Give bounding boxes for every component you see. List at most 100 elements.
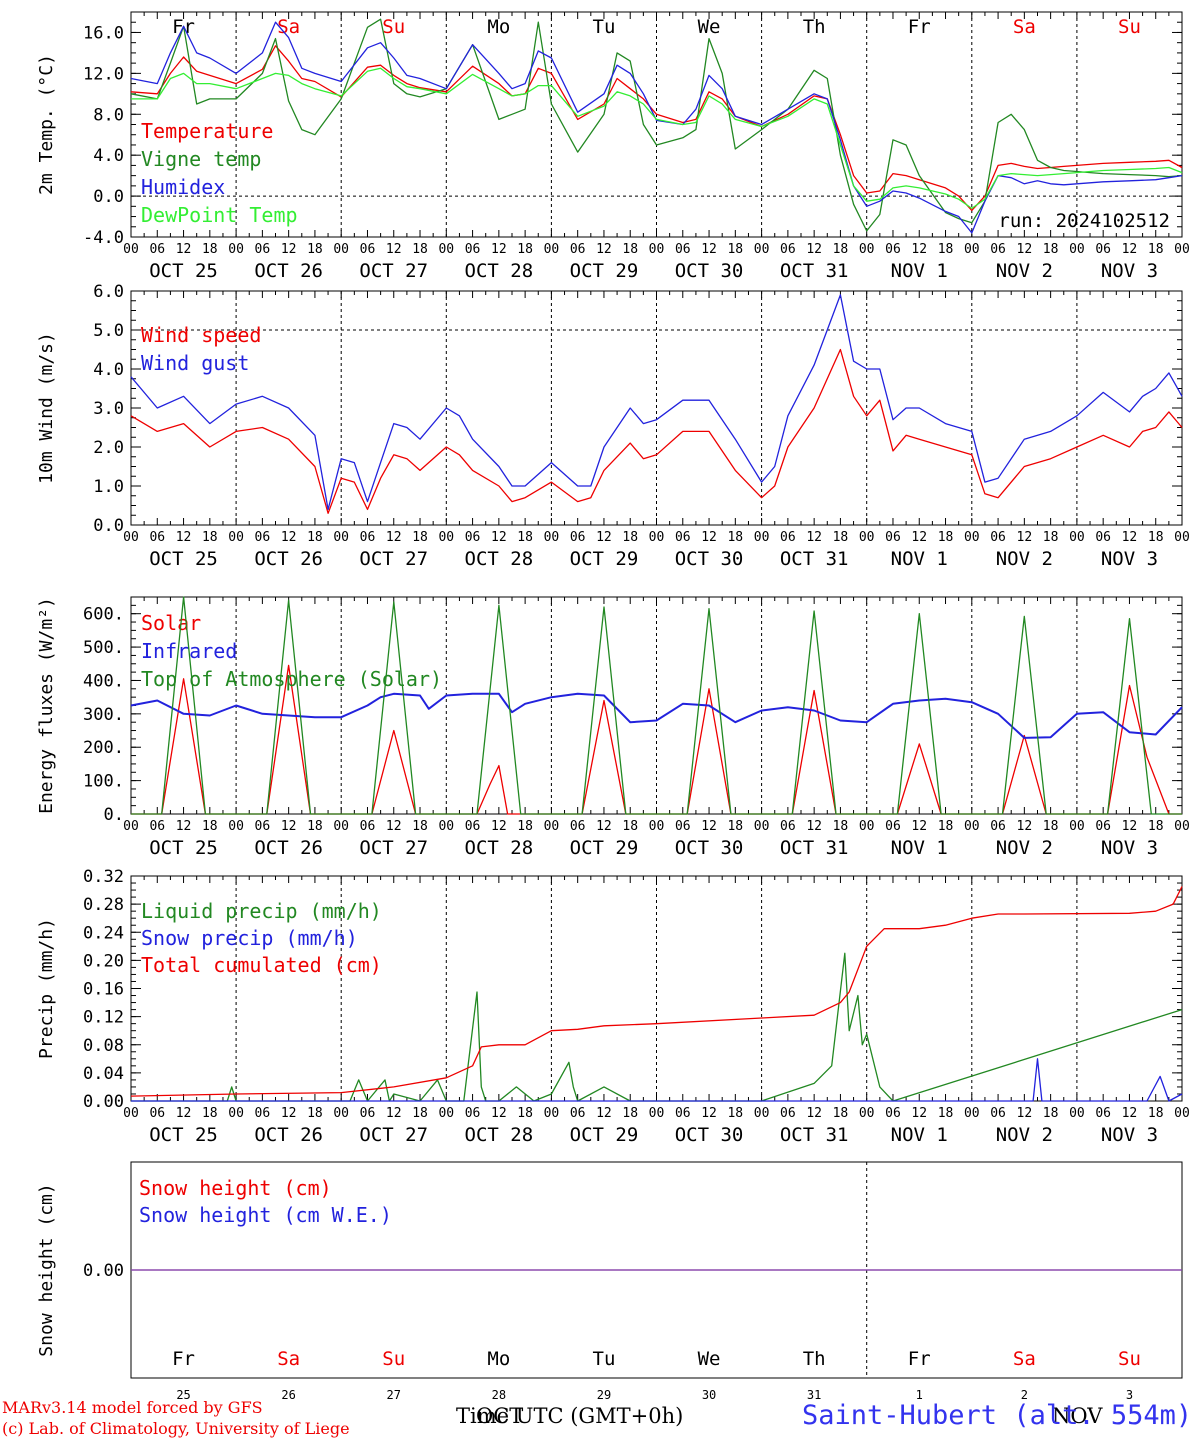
energy-hour-label: 06	[1095, 819, 1111, 834]
wind-hour-label: 00	[1069, 530, 1085, 545]
snow-legend-snow-height-cm-w-e-: Snow height (cm W.E.)	[139, 1203, 392, 1227]
wind-hour-label: 18	[1148, 530, 1164, 545]
energy-hour-label: 18	[1043, 819, 1059, 834]
lab-credit: (c) Lab. of Climatology, University of L…	[2, 1419, 350, 1438]
precip-hour-label: 18	[938, 1106, 954, 1121]
temp-hour-label: 06	[570, 242, 586, 257]
energy-hour-label: 12	[1122, 819, 1138, 834]
temp-legend-humidex: Humidex	[141, 175, 225, 199]
temp-series-humidex	[130, 21, 1183, 234]
temp-hour-label: 12	[701, 242, 717, 257]
wind-series-wind-speed	[130, 348, 1183, 514]
precip-date-label: NOV 3	[1101, 1124, 1158, 1146]
energy-hour-label: 06	[255, 819, 271, 834]
precip-hour-label: 06	[465, 1106, 481, 1121]
precip-y-axis-label: Precip (mm/h)	[36, 918, 57, 1059]
precip-hour-label: 00	[964, 1106, 980, 1121]
precip-hour-label: 06	[255, 1106, 271, 1121]
precip-series-liquid-precip-mm-h-	[131, 952, 1183, 1102]
precip-date-label: OCT 30	[675, 1124, 744, 1146]
precip-hour-label: 12	[701, 1106, 717, 1121]
precip-hour-label: 06	[675, 1106, 691, 1121]
temp-hour-label: 00	[649, 242, 665, 257]
wind-hour-label: 18	[622, 530, 638, 545]
temp-hour-label: 18	[307, 242, 323, 257]
energy-hour-label: 06	[570, 819, 586, 834]
precip-hour-label: 12	[386, 1106, 402, 1121]
wind-hour-label: 00	[754, 530, 770, 545]
energy-hour-label: 06	[149, 819, 165, 834]
precip-legend-total-cumulated-cm-: Total cumulated (cm)	[141, 953, 382, 977]
temp-legend-temperature: Temperature	[141, 119, 273, 143]
weekday-label: Sa	[277, 16, 300, 38]
precip-hour-label: 12	[281, 1106, 297, 1121]
energy-hour-label: 18	[1148, 819, 1164, 834]
temp-hour-label: 06	[780, 242, 796, 257]
wind-hour-label: 00	[438, 530, 454, 545]
temp-series-temperature	[130, 45, 1183, 212]
precip-hour-label: 00	[123, 1106, 139, 1121]
precip-hour-label: 06	[780, 1106, 796, 1121]
bottom-day-number: 28	[492, 1388, 506, 1402]
wind-legend-wind-gust: Wind gust	[141, 351, 249, 375]
bottom-day-number: 29	[597, 1388, 611, 1402]
energy-hour-label: 12	[701, 819, 717, 834]
temp-y-axis-label: 2m Temp. (°C)	[36, 54, 57, 195]
wind-hour-label: 06	[360, 530, 376, 545]
wind-hour-label: 12	[911, 530, 927, 545]
wind-hour-label-end: 00	[1174, 530, 1190, 545]
precip-hour-label: 12	[596, 1106, 612, 1121]
precip-date-label: NOV 1	[891, 1124, 948, 1146]
temp-date-label: NOV 2	[996, 260, 1053, 282]
energy-legend-solar: Solar	[141, 611, 201, 635]
weekday-label: Su	[1118, 16, 1141, 38]
energy-legend-top-of-atmosphere-solar-: Top of Atmosphere (Solar)	[141, 667, 442, 691]
wind-hour-label: 06	[149, 530, 165, 545]
precip-y-tick-label: 0.04	[83, 1064, 124, 1084]
temp-date-label: OCT 30	[675, 260, 744, 282]
precip-hour-label-end: 00	[1174, 1106, 1190, 1121]
energy-hour-label: 00	[438, 819, 454, 834]
precip-series-snow-precip-mm-h-	[131, 1058, 1183, 1102]
energy-hour-label: 00	[649, 819, 665, 834]
temp-date-label: OCT 28	[465, 260, 534, 282]
wind-y-tick-label: 3.0	[93, 399, 124, 419]
wind-date-label: NOV 3	[1101, 548, 1158, 570]
weekday-label: We	[698, 16, 721, 38]
energy-hour-label: 06	[885, 819, 901, 834]
wind-y-tick-label: 1.0	[93, 477, 124, 497]
wind-hour-label: 06	[1095, 530, 1111, 545]
temp-hour-label: 12	[1017, 242, 1033, 257]
wind-hour-label: 12	[1017, 530, 1033, 545]
bottom-weekday-label: Fr	[172, 1348, 195, 1370]
temp-date-label: OCT 25	[149, 260, 218, 282]
temp-hour-label: 06	[255, 242, 271, 257]
wind-hour-label: 00	[964, 530, 980, 545]
wind-date-label: OCT 30	[675, 548, 744, 570]
wind-y-axis-label: 10m Wind (m/s)	[36, 332, 57, 484]
energy-hour-label: 00	[228, 819, 244, 834]
wind-y-tick-label: 4.0	[93, 360, 124, 380]
weekday-label: Su	[382, 16, 405, 38]
bottom-day-number: 30	[702, 1388, 716, 1402]
precip-hour-label: 00	[649, 1106, 665, 1121]
precip-hour-label: 06	[1095, 1106, 1111, 1121]
wind-hour-label: 12	[1122, 530, 1138, 545]
precip-hour-label: 18	[517, 1106, 533, 1121]
wind-hour-label: 18	[1043, 530, 1059, 545]
energy-series-infrared	[130, 692, 1183, 739]
energy-hour-label: 00	[859, 819, 875, 834]
precip-y-tick-label: 0.08	[83, 1036, 124, 1056]
bottom-day-number: 27	[387, 1388, 401, 1402]
energy-hour-label: 12	[281, 819, 297, 834]
energy-hour-label: 18	[833, 819, 849, 834]
energy-y-tick-label: 300.	[83, 705, 124, 725]
wind-hour-label: 18	[833, 530, 849, 545]
energy-hour-label: 00	[123, 819, 139, 834]
bottom-weekday-label: Mo	[487, 1348, 510, 1370]
temp-hour-label: 00	[438, 242, 454, 257]
precip-hour-label: 18	[307, 1106, 323, 1121]
precip-hour-label: 18	[727, 1106, 743, 1121]
precip-hour-label: 12	[176, 1106, 192, 1121]
